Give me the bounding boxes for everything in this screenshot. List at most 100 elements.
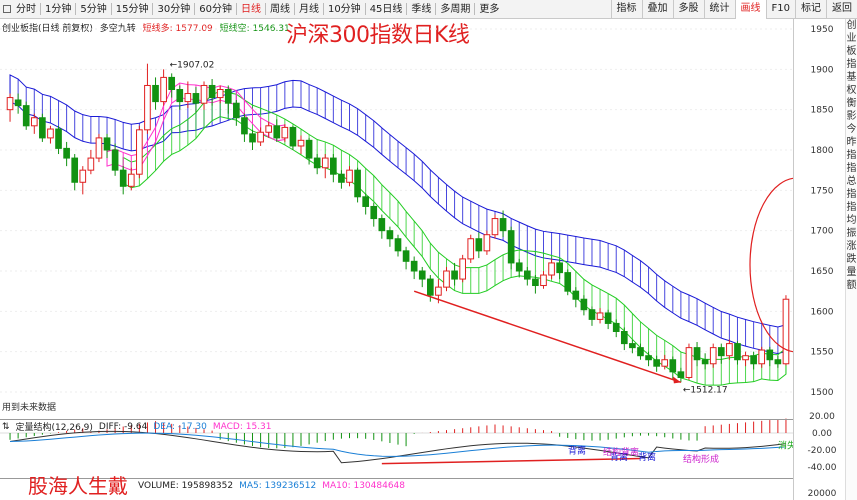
period-tab-13[interactable]: 更多	[479, 3, 500, 15]
strip-char-14: 指	[846, 202, 857, 213]
candle-body-0	[6, 97, 14, 111]
macd-dea: DEA: -17.30	[153, 421, 207, 432]
macd-tick-0: 20.00	[809, 412, 835, 422]
candle-body-62	[507, 230, 515, 264]
period-tab-6[interactable]: 日线	[240, 3, 261, 15]
future-data-note: 用到未来数据	[2, 403, 57, 413]
period-tab-3[interactable]: 15分钟	[115, 3, 149, 15]
candle-body-17	[144, 84, 151, 131]
candle-body-41	[338, 173, 345, 183]
strip-char-17: 涨	[846, 241, 857, 252]
period-tab-5[interactable]: 60分钟	[199, 3, 232, 15]
candle-body-53	[435, 286, 442, 296]
arrow-head-icon	[672, 376, 681, 384]
candle-body-82	[669, 359, 677, 373]
toolbar-button-4[interactable]: 画线	[734, 0, 766, 19]
toolbar-button-1[interactable]: 叠加	[641, 0, 673, 19]
candle-body-16	[136, 129, 143, 175]
index-name: 创业板指(日线 前复权)	[2, 24, 93, 34]
candle-body-26	[216, 89, 224, 99]
period-tab-9[interactable]: 10分钟	[327, 3, 361, 15]
candle-body-42	[346, 169, 353, 183]
period-tab-1[interactable]: 1分钟	[45, 3, 72, 15]
macd-diff: DIFF: -9.64	[98, 421, 148, 432]
candle-body-92	[750, 355, 757, 365]
candle-body-56	[459, 258, 466, 280]
period-tab-11[interactable]: 季线	[411, 3, 432, 15]
toolbar-button-6[interactable]: 标记	[795, 0, 826, 19]
strip-char-16: 振	[846, 228, 857, 239]
jiegou-label: 结构背离	[603, 446, 639, 458]
candle-body-86	[701, 359, 709, 365]
candle-body-72	[588, 309, 596, 320]
price-tick-7: 1850	[811, 106, 834, 116]
period-toolbar: 分时 1分钟 5分钟 15分钟 30分钟 60分钟 日线 周线 月线 10分钟 45日线 季线 多周期更…	[0, 0, 857, 19]
volume-value: VOLUME: 195898352	[138, 480, 234, 491]
candle-body-36	[297, 139, 305, 147]
toolbar-button-5[interactable]: F10	[765, 0, 795, 19]
candle-body-23	[192, 93, 200, 104]
strip-char-12: 总	[846, 176, 857, 187]
toolbar-button-2[interactable]: 多股	[672, 0, 704, 19]
candle-body-9	[79, 169, 87, 183]
candle-body-57	[467, 238, 475, 260]
checkbox-icon[interactable]	[3, 5, 11, 13]
candle-body-96	[782, 298, 790, 365]
toolbar-separator	[40, 3, 41, 15]
candle-body-25	[208, 84, 216, 99]
period-tab-8[interactable]: 月线	[298, 3, 319, 15]
candle-body-91	[742, 355, 749, 361]
candle-body-22	[184, 93, 192, 103]
candle-body-90	[734, 343, 741, 361]
candle-body-69	[564, 272, 572, 292]
candle-body-76	[620, 331, 628, 345]
strip-char-20: 额	[846, 280, 857, 291]
toolbar-separator	[110, 3, 112, 15]
candle-body-4	[39, 117, 46, 139]
candle-body-95	[774, 359, 782, 365]
price-tick-0: 1500	[811, 388, 834, 398]
candle-body-54	[443, 270, 450, 288]
volume-info-line: VOLUME: 195898352 MA5: 139236512 MA10: 1…	[0, 478, 793, 492]
indicator-name[interactable]: 多空九转	[99, 24, 136, 34]
toolbar-button-0[interactable]: 指标	[610, 0, 642, 19]
volume-tick: 20000	[808, 489, 837, 499]
candle-body-81	[661, 359, 669, 367]
candle-body-31	[257, 131, 264, 143]
period-tab-0[interactable]: 分时	[16, 3, 36, 15]
toolbar-separator	[264, 3, 266, 15]
sort-icon[interactable]: ⇅	[2, 421, 10, 432]
toolbar-separator	[406, 3, 408, 15]
candle-body-70	[572, 290, 580, 300]
period-tab-10[interactable]: 45日线	[369, 3, 403, 15]
indicator-info-line: 创业板指(日线 前复权) 多空九转 短线多: 1577.09 短线空: 1546…	[2, 21, 294, 34]
strip-char-3: 指	[846, 59, 857, 70]
toolbar-separator	[435, 3, 437, 15]
candle-body-27	[224, 89, 232, 104]
candle-body-78	[637, 347, 644, 357]
candle-body-21	[176, 89, 184, 103]
price-tick-8: 1900	[811, 65, 834, 75]
candle-body-24	[200, 84, 208, 104]
toolbar-button-3[interactable]: 统计	[703, 0, 735, 19]
price-tick-2: 1600	[811, 307, 834, 317]
short-line-value: 短线多: 1577.09	[142, 24, 213, 34]
strip-char-19: 量	[846, 267, 857, 278]
strip-char-7: 影	[846, 111, 857, 122]
price-axis: 1500 1550 1600 1650 1700 1750 1800 1850 1900 1950…	[793, 19, 845, 500]
macd-dea-line	[10, 432, 786, 457]
toolbar-button-7[interactable]: 返回	[826, 0, 857, 19]
period-tab-7[interactable]: 周线	[269, 3, 290, 15]
short-line2-value: 短线空: 1546.31	[219, 24, 290, 34]
candle-body-64	[523, 270, 531, 280]
period-tab-12[interactable]: 多周期	[440, 3, 471, 15]
low-price-label: ←1512.17	[683, 385, 728, 395]
period-tab-2[interactable]: 5分钟	[80, 3, 107, 15]
macd-title[interactable]: 定量结构(12,26,9)	[15, 423, 93, 433]
period-tab-4[interactable]: 30分钟	[157, 3, 191, 15]
candle-body-14	[119, 169, 127, 187]
candle-body-38	[313, 157, 321, 169]
chart-title: 沪深300指数日K线	[286, 23, 470, 48]
candle-body-85	[693, 347, 701, 361]
